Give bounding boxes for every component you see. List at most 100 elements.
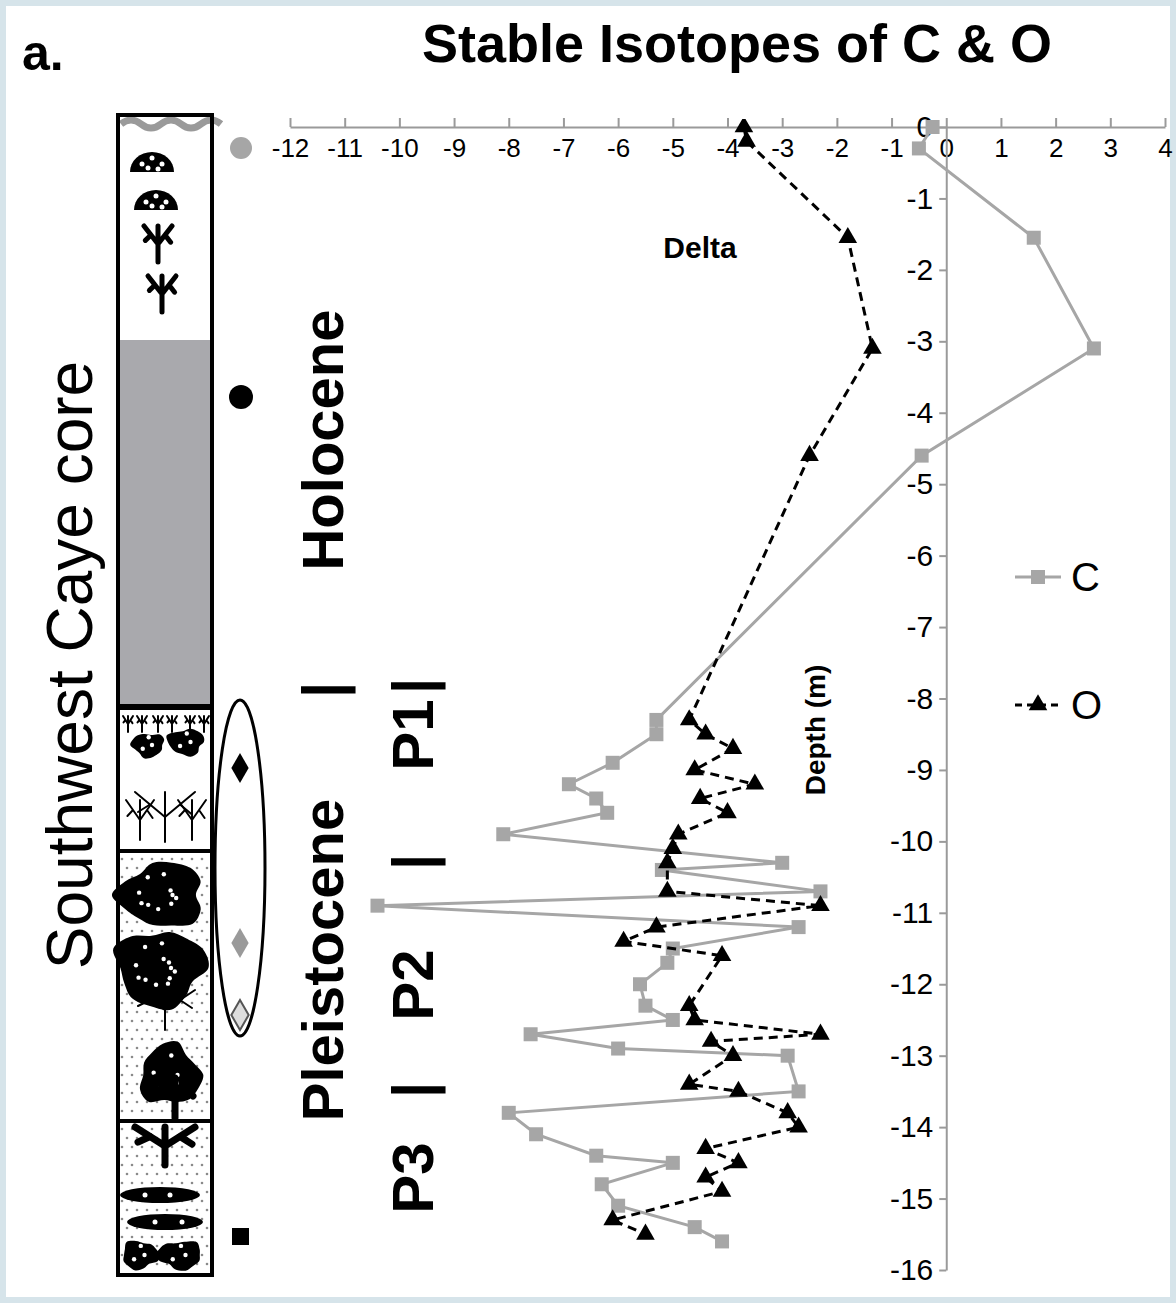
x-tick-label: -10: [381, 133, 419, 163]
marker: [636, 1224, 655, 1240]
core-stipple: [136, 1011, 139, 1014]
core-stipple: [141, 1182, 144, 1185]
y-tick: -2: [907, 253, 947, 286]
core-wave: [121, 120, 221, 128]
marker: [647, 916, 666, 932]
core-blob-dot: [137, 890, 141, 894]
core-stipple: [191, 1200, 194, 1203]
core-stipple: [136, 867, 139, 870]
marker: [863, 338, 882, 354]
core-log: [112, 115, 221, 1275]
core-stipple: [136, 1173, 139, 1176]
x-tick-label: -2: [826, 133, 849, 163]
core-stipple: [206, 1029, 209, 1032]
y-tick-mark: [939, 1127, 946, 1129]
legend-marker: [1029, 694, 1048, 710]
core-stipple: [161, 1038, 164, 1041]
core-stipple: [206, 1101, 209, 1104]
x-tick-label: 1: [994, 133, 1008, 163]
core-blob: [113, 932, 209, 1010]
core-branch: [153, 716, 163, 732]
core-stipple: [151, 858, 154, 861]
core-stipple: [136, 921, 139, 924]
sample-symbol: [232, 1228, 249, 1245]
core-blob-dot: [156, 907, 160, 911]
marker: [792, 1084, 806, 1098]
core-stipple: [121, 1164, 124, 1167]
sample-symbol: [231, 928, 248, 958]
core-blob-dot: [154, 983, 158, 987]
core-blob-dot: [185, 731, 189, 735]
x-tick-mark: [1055, 118, 1057, 127]
core-stipple: [121, 1038, 124, 1041]
x-tick: -11: [327, 118, 363, 163]
core-stipple: [201, 1146, 204, 1149]
y-tick-mark: [939, 484, 946, 486]
core-stipple: [176, 1155, 179, 1158]
marker: [589, 792, 603, 806]
y-tick: -16: [890, 1253, 946, 1286]
panel-background: [6, 6, 1170, 1297]
core-stipple: [156, 1209, 159, 1212]
marker: [562, 777, 576, 791]
y-tick-mark: [939, 127, 946, 129]
y-tick: -5: [907, 467, 947, 500]
marker: [680, 709, 699, 725]
core-blob-dot: [170, 893, 174, 897]
core-stipple: [141, 1110, 144, 1113]
core-stipple: [161, 1110, 164, 1113]
x-tick-label: -11: [327, 133, 363, 163]
x-tick: -10: [381, 118, 419, 163]
core-stipple: [196, 1137, 199, 1140]
core-stipple: [146, 1155, 149, 1158]
core-stipple: [206, 1011, 209, 1014]
core-stipple: [121, 1128, 124, 1131]
y-tick-mark: [939, 269, 946, 271]
marker: [666, 1156, 680, 1170]
marker: [713, 1181, 732, 1197]
core-stipple: [166, 1173, 169, 1176]
core-shell: [134, 190, 178, 210]
marker: [729, 1152, 748, 1168]
marker: [713, 945, 732, 961]
core-branch: [123, 716, 133, 732]
annotation: |: [380, 1082, 446, 1098]
marker: [589, 1149, 603, 1163]
x-tick: -2: [826, 118, 849, 163]
core-stipple: [201, 894, 204, 897]
core-stipple: [131, 1182, 134, 1185]
core-branch: [199, 716, 209, 732]
core-stipple: [151, 1020, 154, 1023]
core-stipple: [191, 858, 194, 861]
marker: [696, 723, 715, 739]
marker: [658, 852, 677, 868]
core-stipple: [151, 1038, 154, 1041]
marker: [729, 1081, 748, 1097]
core-fish: [127, 1214, 203, 1230]
core-blob-dot: [173, 969, 177, 973]
core-stipple: [206, 1191, 209, 1194]
core-stipple: [206, 1209, 209, 1212]
marker: [669, 823, 688, 839]
core-blob-dot: [147, 735, 151, 739]
core-stipple: [186, 1029, 189, 1032]
core-stipple: [206, 1245, 209, 1248]
core-stipple: [176, 1011, 179, 1014]
core-shell-dot: [150, 204, 155, 209]
core-stipple: [151, 1164, 154, 1167]
core-stipple: [131, 1092, 134, 1095]
y-tick-mark: [939, 412, 946, 414]
core-stipple: [121, 1020, 124, 1023]
core-background: [118, 115, 212, 1275]
core-blob-dot: [139, 1244, 143, 1248]
core-stipple: [181, 1236, 184, 1239]
core-blob-dot: [143, 945, 147, 949]
core-stipple: [191, 1182, 194, 1185]
core-shell-dot: [160, 162, 165, 167]
x-tick: 4: [1158, 118, 1172, 163]
y-tick: -7: [907, 610, 947, 643]
x-tick-label: -8: [498, 133, 521, 163]
core-stipple: [196, 939, 199, 942]
core-stipple: [171, 1182, 174, 1185]
y-tick-mark: [939, 769, 946, 771]
